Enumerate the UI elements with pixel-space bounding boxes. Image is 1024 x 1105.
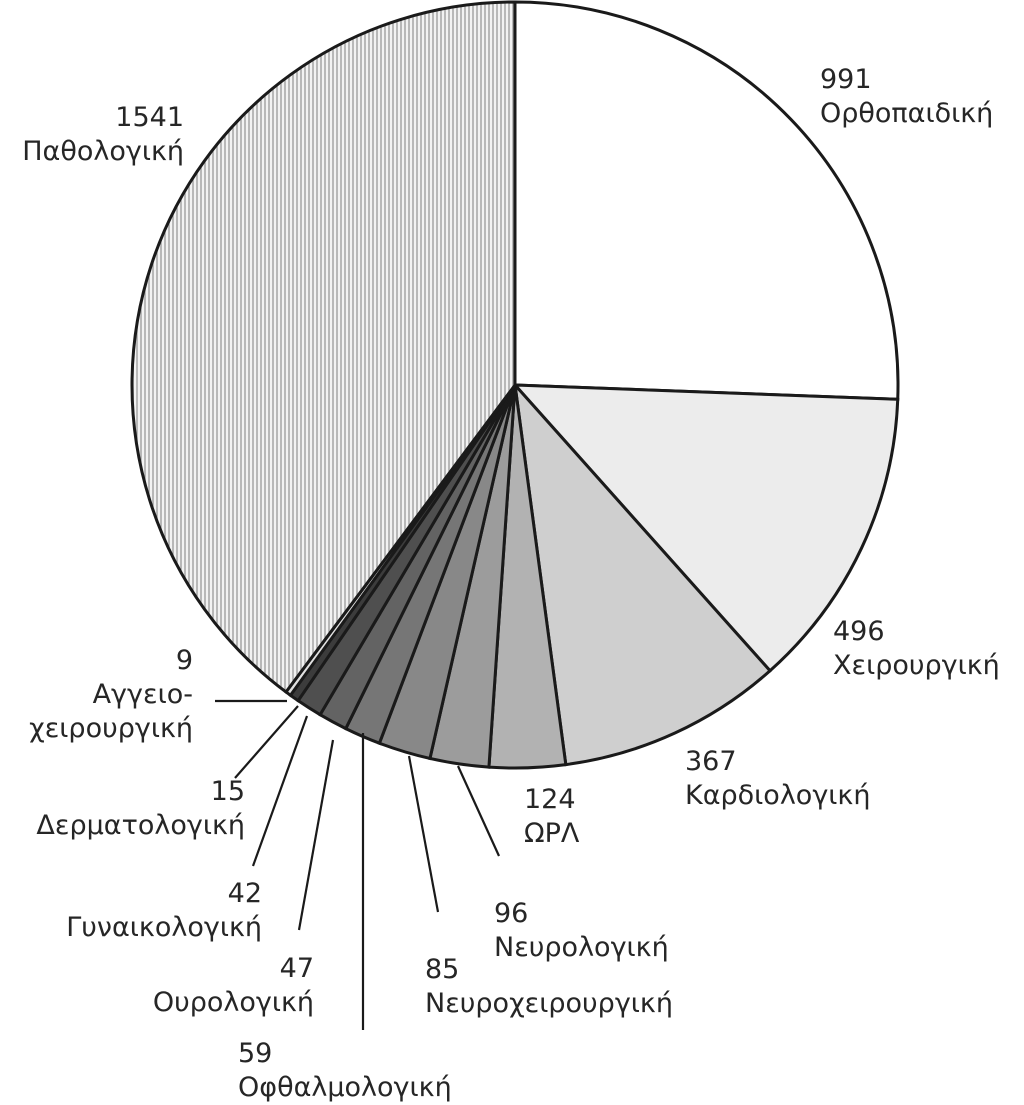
slice-value-γυναικολογική: 42 <box>228 878 262 909</box>
pie-slice-ορθοπαιδική <box>513 0 900 401</box>
leader-line-ουρολογική <box>297 739 335 931</box>
slice-value-ορθοπαιδική: 991 <box>820 64 872 95</box>
slice-name-αγγειοχειρουργική: Αγγειο-χειρουργική <box>29 679 193 744</box>
pie-slice-παθολογική <box>130 0 517 695</box>
slice-name-χειρουργική: Χειρουργική <box>833 650 1000 681</box>
slice-name-νευροχειρουργική: Νευροχειρουργική <box>425 988 673 1019</box>
slice-value-παθολογική: 1541 <box>115 102 184 133</box>
leader-line-δερματολογική <box>234 705 299 779</box>
slice-value-αγγειοχειρουργική: 9 <box>176 645 193 676</box>
leader-line-νευρολογική <box>456 765 501 857</box>
slice-value-χειρουργική: 496 <box>833 616 885 647</box>
slice-value-οφθαλμολογική: 59 <box>238 1038 272 1069</box>
slice-name-δερματολογική: Δερματολογική <box>36 810 245 841</box>
slice-name-ωρλ: ΩΡΛ <box>524 818 580 849</box>
slice-value-νευρολογική: 96 <box>494 898 528 929</box>
slice-value-δερματολογική: 15 <box>211 776 245 807</box>
slice-name-οφθαλμολογική: Οφθαλμολογική <box>238 1072 452 1103</box>
slice-name-καρδιολογική: Καρδιολογική <box>685 780 870 811</box>
slice-value-ουρολογική: 47 <box>280 953 314 984</box>
slice-name-ορθοπαιδική: Ορθοπαιδική <box>820 98 993 129</box>
slice-name-ουρολογική: Ουρολογική <box>153 987 314 1018</box>
pie-slice-καρδιολογική <box>512 380 773 767</box>
slice-value-νευροχειρουργική: 85 <box>425 954 459 985</box>
slice-name-παθολογική: Παθολογική <box>22 136 184 167</box>
pie-slice-χειρουργική <box>511 383 900 673</box>
slice-name-νευρολογική: Νευρολογική <box>494 932 669 963</box>
slice-name-γυναικολογική: Γυναικολογική <box>66 912 262 943</box>
slice-value-καρδιολογική: 367 <box>685 746 737 777</box>
leader-line-νευροχειρουργική <box>407 755 440 913</box>
slice-value-ωρλ: 124 <box>524 784 576 815</box>
leader-line-γυναικολογική <box>251 715 309 867</box>
